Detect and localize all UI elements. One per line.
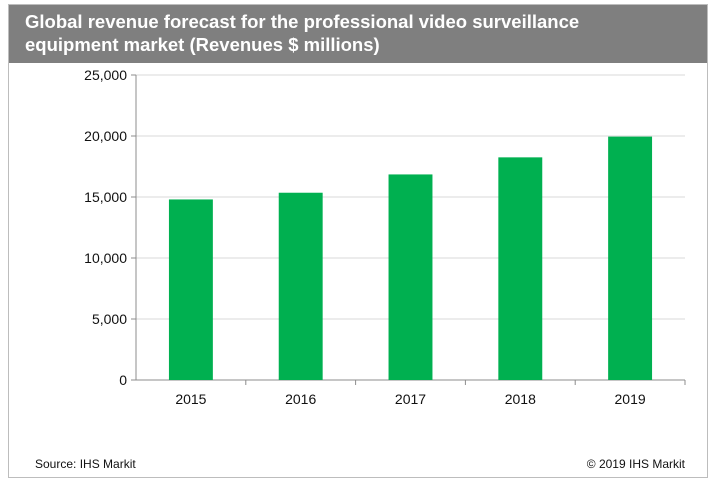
bar-2019 [608, 136, 653, 380]
bar-2015 [168, 199, 213, 380]
y-tick-label: 5,000 [92, 311, 127, 327]
x-tick-label: 2017 [395, 391, 426, 407]
source-note: Source: IHS Markit [35, 457, 136, 471]
chart-footer: Source: IHS Markit © 2019 IHS Markit [35, 457, 685, 471]
chart-header: Global revenue forecast for the professi… [9, 5, 707, 63]
bar-2017 [388, 174, 433, 380]
x-tick-label: 2018 [505, 391, 536, 407]
chart-frame: Global revenue forecast for the professi… [8, 4, 708, 478]
x-tick-label: 2015 [175, 391, 206, 407]
bar-2018 [498, 157, 543, 380]
bar-chart: 0 5,000 10,000 15,000 20,000 25,000 2015 2016 20… [84, 67, 686, 407]
x-tick-label: 2019 [615, 391, 646, 407]
x-tick-label: 2016 [285, 391, 316, 407]
y-tick-label: 20,000 [84, 128, 127, 144]
bar-2016 [278, 192, 323, 380]
y-tick-label: 0 [119, 372, 127, 388]
y-tick-label: 10,000 [84, 250, 127, 266]
y-tick-label: 15,000 [84, 189, 127, 205]
chart-title: Global revenue forecast for the professi… [25, 11, 580, 55]
copyright-note: © 2019 IHS Markit [586, 457, 685, 471]
y-tick-label: 25,000 [84, 67, 127, 83]
